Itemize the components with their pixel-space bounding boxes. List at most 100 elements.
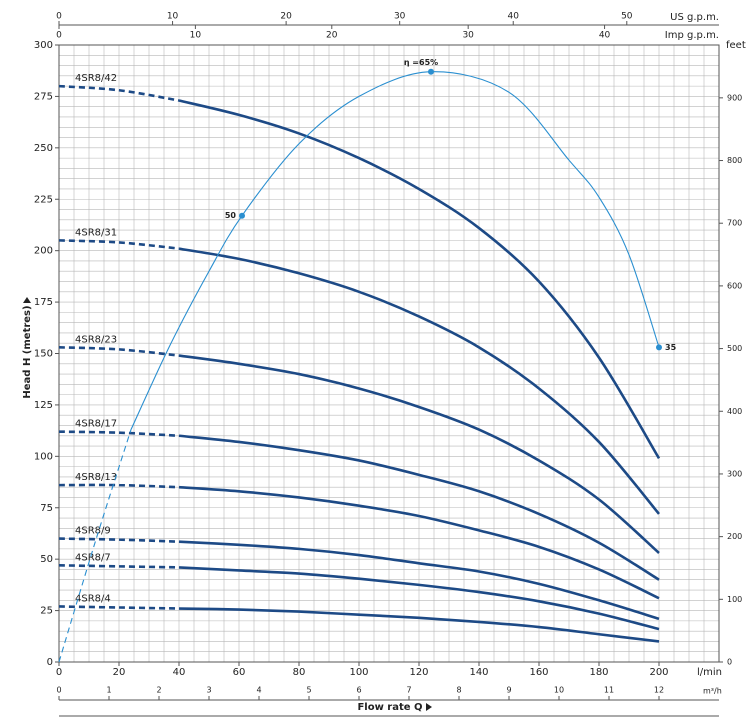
series-label: 4SR8/9 bbox=[75, 526, 111, 537]
top-axis-2-label: Imp g.p.m. bbox=[665, 30, 719, 41]
x-tick-label: 0 bbox=[56, 667, 62, 678]
pump-curve bbox=[58, 430, 180, 438]
series-label: 4SR8/4 bbox=[75, 593, 111, 604]
pump-curve bbox=[58, 483, 180, 489]
efficiency-curve bbox=[130, 71, 660, 430]
bottom-axis-2-label: m³/h bbox=[703, 687, 722, 696]
secondary-x-tick-label: 9 bbox=[506, 686, 511, 695]
pump-curve bbox=[178, 566, 660, 631]
secondary-x-tick-label: 30 bbox=[394, 12, 406, 22]
x-unit: l/min bbox=[697, 667, 722, 678]
secondary-x-tick-label: 40 bbox=[599, 31, 611, 41]
right-tick-label: 700 bbox=[727, 219, 742, 228]
secondary-x-tick-label: 7 bbox=[406, 686, 411, 695]
right-tick-label: 200 bbox=[727, 532, 742, 541]
pump-curve bbox=[178, 485, 660, 600]
series-label: 4SR8/13 bbox=[75, 472, 117, 483]
efficiency-curve bbox=[58, 429, 132, 663]
x-tick-label: 60 bbox=[233, 667, 246, 678]
series-label: 4SR8/42 bbox=[75, 73, 117, 84]
pump-curve bbox=[178, 99, 661, 460]
y-axis-label: Head H (metres) bbox=[22, 305, 33, 398]
y-tick-label: 225 bbox=[34, 194, 53, 205]
series-label: 4SR8/31 bbox=[75, 227, 117, 238]
right-axis-label: feet bbox=[726, 40, 746, 51]
right-tick-label: 100 bbox=[727, 595, 742, 604]
secondary-x-tick-label: 11 bbox=[604, 686, 614, 695]
pump-curve bbox=[58, 84, 180, 102]
secondary-x-tick-label: 40 bbox=[508, 12, 520, 22]
secondary-x-tick-label: 30 bbox=[462, 31, 474, 41]
x-tick-label: 140 bbox=[469, 667, 488, 678]
x-tick-label: 20 bbox=[113, 667, 126, 678]
right-tick-label: 800 bbox=[727, 156, 742, 165]
right-tick-label: 300 bbox=[727, 469, 742, 478]
y-tick-label: 275 bbox=[34, 91, 53, 102]
pump-curve bbox=[58, 537, 180, 543]
right-tick-label: 900 bbox=[727, 93, 742, 102]
x-axis-label: Flow rate Q bbox=[357, 702, 422, 713]
pump-curve bbox=[178, 540, 660, 621]
series-label: 4SR8/17 bbox=[75, 419, 117, 430]
secondary-x-tick-label: 4 bbox=[256, 686, 261, 695]
top-axis-label: US g.p.m. bbox=[670, 12, 719, 23]
right-tick-label: 600 bbox=[727, 281, 742, 290]
series-label: 4SR8/23 bbox=[75, 334, 117, 345]
x-tick-label: 120 bbox=[409, 667, 428, 678]
series-label: 4SR8/7 bbox=[75, 552, 111, 563]
y-tick-label: 0 bbox=[47, 657, 53, 668]
secondary-x-tick-label: 12 bbox=[654, 686, 664, 695]
x-tick-label: 200 bbox=[649, 667, 668, 678]
x-tick-label: 160 bbox=[529, 667, 548, 678]
pump-curve bbox=[58, 605, 180, 610]
pump-curve bbox=[178, 354, 660, 554]
secondary-x-tick-label: 6 bbox=[356, 686, 361, 695]
secondary-x-tick-label: 20 bbox=[326, 31, 338, 41]
y-tick-label: 175 bbox=[34, 297, 53, 308]
y-tick-label: 200 bbox=[34, 246, 53, 257]
secondary-x-tick-label: 8 bbox=[456, 686, 461, 695]
y-tick-label: 250 bbox=[34, 143, 53, 154]
secondary-x-tick-label: 10 bbox=[554, 686, 564, 695]
right-tick-label: 400 bbox=[727, 407, 742, 416]
pump-curve bbox=[178, 434, 660, 581]
efficiency-point bbox=[239, 212, 245, 219]
y-tick-label: 75 bbox=[40, 503, 53, 514]
pump-curve bbox=[178, 607, 660, 643]
x-arrow bbox=[426, 703, 432, 711]
secondary-x-tick-label: 10 bbox=[190, 31, 202, 41]
secondary-x-tick-label: 3 bbox=[206, 686, 211, 695]
y-tick-label: 50 bbox=[40, 554, 53, 565]
y-tick-label: 150 bbox=[34, 349, 53, 360]
secondary-x-tick-label: 2 bbox=[156, 686, 161, 695]
secondary-x-tick-label: 0 bbox=[56, 12, 62, 22]
y-tick-label: 300 bbox=[34, 40, 53, 51]
secondary-x-tick-label: 0 bbox=[56, 31, 62, 41]
x-tick-label: 180 bbox=[589, 667, 608, 678]
efficiency-label: 35 bbox=[665, 343, 677, 352]
pump-curve bbox=[58, 346, 180, 357]
efficiency-label: η =65% bbox=[404, 58, 438, 67]
pump-curve bbox=[58, 564, 180, 569]
pump-curve bbox=[178, 247, 660, 515]
y-tick-label: 25 bbox=[40, 606, 53, 617]
y-tick-label: 125 bbox=[34, 400, 53, 411]
secondary-x-tick-label: 0 bbox=[56, 686, 61, 695]
secondary-x-tick-label: 5 bbox=[306, 686, 311, 695]
secondary-x-tick-label: 10 bbox=[167, 12, 179, 22]
x-tick-label: 100 bbox=[349, 667, 368, 678]
right-tick-label: 500 bbox=[727, 344, 742, 353]
y-tick-label: 100 bbox=[34, 451, 53, 462]
x-tick-label: 80 bbox=[293, 667, 306, 678]
secondary-x-tick-label: 50 bbox=[621, 12, 633, 22]
y-arrow bbox=[23, 297, 31, 303]
x-tick-label: 40 bbox=[173, 667, 186, 678]
grid bbox=[58, 44, 720, 663]
efficiency-label: 50 bbox=[225, 211, 237, 220]
efficiency-point bbox=[428, 68, 434, 75]
pump-curve bbox=[58, 239, 180, 250]
right-tick-label: 0 bbox=[727, 658, 732, 667]
secondary-x-tick-label: 20 bbox=[280, 12, 292, 22]
secondary-x-tick-label: 1 bbox=[106, 686, 111, 695]
